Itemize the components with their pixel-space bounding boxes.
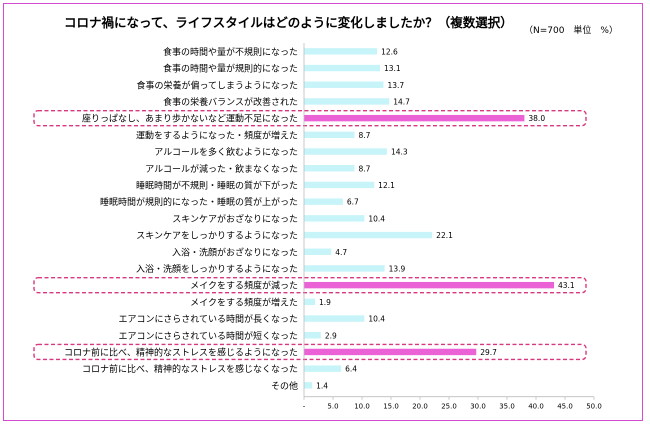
value-label: 8.7 <box>358 164 370 173</box>
category-label: 食事の栄養バランスが改善された <box>163 96 298 108</box>
x-tick-label: 5.0 <box>327 403 338 411</box>
value-label: 29.7 <box>480 348 497 357</box>
x-tick-label: 25.0 <box>441 403 457 411</box>
category-label: スキンケアがおざなりになった <box>172 213 298 225</box>
value-label: 6.7 <box>347 198 359 207</box>
bar <box>304 148 387 155</box>
value-label: 6.4 <box>345 365 357 374</box>
x-tick-label: 30.0 <box>470 403 486 411</box>
value-label: 38.0 <box>528 114 545 123</box>
x-tick-label: 40.0 <box>528 403 544 411</box>
bar <box>304 165 355 172</box>
x-tick-label: 50.0 <box>586 403 602 411</box>
value-label: 14.7 <box>393 97 410 106</box>
value-label: 8.7 <box>358 131 370 140</box>
bar <box>304 181 375 189</box>
category-label: スキンケアをしっかりするようになった <box>136 231 298 242</box>
bar <box>304 81 384 88</box>
x-tick-label: 20.0 <box>412 403 428 411</box>
highlight-box <box>33 109 587 127</box>
value-label: 12.1 <box>378 181 395 190</box>
value-label: 1.9 <box>319 298 331 307</box>
chart-title: コロナ禍になって、ライフスタイルはどのように変化しましたか？（複数選択） <box>64 15 513 30</box>
value-label: 13.9 <box>389 264 406 273</box>
category-label: 入浴・洗顔をしっかりするようになった <box>136 263 298 275</box>
value-label: 13.7 <box>387 81 404 90</box>
category-label: メイクをする頻度が減った <box>190 280 298 292</box>
category-label: エアコンにさらされている時間が短くなった <box>118 330 298 342</box>
category-label: 入浴・洗顔がおざなりになった <box>172 246 298 258</box>
bar <box>304 248 332 255</box>
chart-frame <box>3 3 643 421</box>
bar <box>304 365 342 372</box>
category-label: コロナ前に比べ、精神的なストレスを感じるようになった <box>64 346 298 358</box>
category-label: 食事の時間や量が規則的になった <box>163 63 298 75</box>
category-label: アルコールが減った・飲まなくなった <box>145 163 298 175</box>
category-label: 座りっぱなし、あまり歩かないなど運動不足になった <box>82 113 298 125</box>
x-tick-label: 35.0 <box>499 403 515 411</box>
category-label: 運動をするようになった・頻度が増えた <box>136 129 298 141</box>
category-label: エアコンにさらされている時間が長くなった <box>118 313 298 325</box>
value-label: 1.4 <box>316 381 328 390</box>
highlight-box <box>33 276 587 294</box>
bar <box>304 315 365 322</box>
category-label: 睡眠時間が不規則・睡眠の質が下がった <box>136 179 298 191</box>
category-label: アルコールを多く飲むようになった <box>154 146 298 158</box>
category-label: 食事の栄養が偏ってしまうようになった <box>136 79 298 91</box>
category-label: メイクをする頻度が増えた <box>190 296 298 308</box>
category-label: コロナ前に比べ、精神的なストレスを感じなくなった <box>82 363 298 375</box>
bar <box>304 382 313 389</box>
bar <box>304 281 554 289</box>
value-label: 2.9 <box>325 331 337 340</box>
value-label: 14.3 <box>391 148 408 157</box>
bar <box>304 198 343 205</box>
bar <box>304 114 525 122</box>
bar <box>304 265 385 272</box>
bar <box>304 215 365 222</box>
category-label: 睡眠時間が規則的になった・睡眠の質が上がった <box>100 196 298 208</box>
chart-note: （N=700 単位 %） <box>524 24 618 36</box>
value-label: 4.7 <box>335 248 347 257</box>
bar <box>304 298 316 306</box>
value-label: 22.1 <box>436 231 453 240</box>
x-tick-label: 45.0 <box>557 403 573 411</box>
bar <box>304 332 321 339</box>
value-label: 10.4 <box>368 214 385 223</box>
bar <box>304 348 477 356</box>
bar <box>304 48 378 55</box>
value-label: 12.6 <box>381 47 398 56</box>
category-label: その他 <box>271 380 298 392</box>
bar <box>304 231 433 239</box>
x-tick-label: - <box>303 403 306 411</box>
bar <box>304 64 380 72</box>
category-label: 食事の時間や量が不規則になった <box>163 46 298 58</box>
highlight-box <box>33 343 587 361</box>
value-label: 43.1 <box>558 281 575 290</box>
value-label: 10.4 <box>368 315 385 324</box>
x-tick-label: 15.0 <box>383 403 399 411</box>
x-tick-label: 10.0 <box>354 403 370 411</box>
value-label: 13.1 <box>384 64 401 73</box>
bar <box>304 131 355 139</box>
bar <box>304 98 390 105</box>
